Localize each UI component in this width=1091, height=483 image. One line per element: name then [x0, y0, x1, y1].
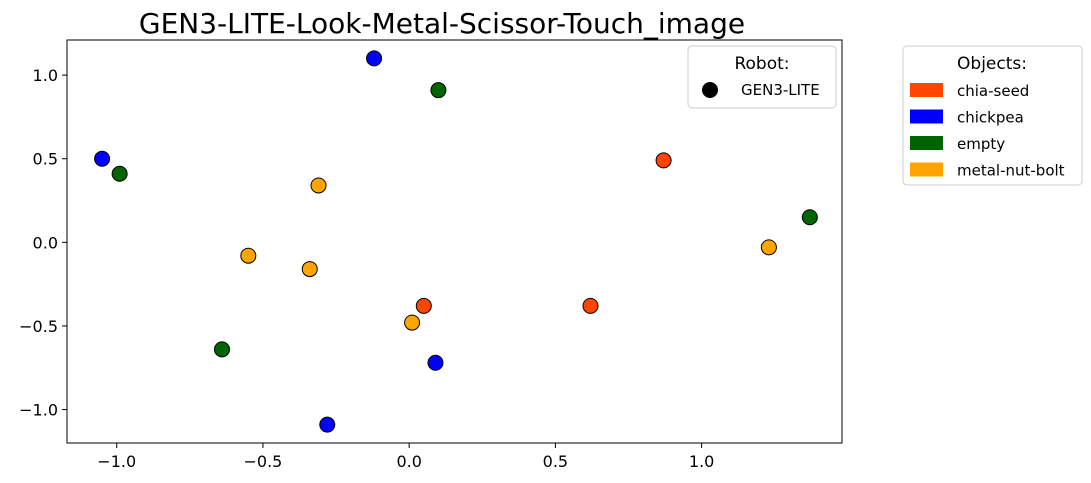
data-point-chickpea [366, 50, 383, 67]
x-tick-label: 1.0 [689, 452, 714, 471]
legend-label-chickpea: chickpea [957, 109, 1024, 127]
chart-title: GEN3-LITE-Look-Metal-Scissor-Touch_image [139, 7, 745, 40]
data-points [94, 50, 818, 433]
legend-objects: Objects: chia-seed chickpea empty metal-nut… [902, 45, 1083, 186]
legend-robot-title: Robot: [734, 54, 789, 74]
y-tick-label: 0.0 [33, 233, 58, 252]
x-tick-label: 0.5 [543, 452, 568, 471]
data-point-empty [801, 209, 818, 226]
legend-robot-marker [702, 82, 718, 98]
data-point-chickpea [427, 354, 444, 371]
data-point-empty [111, 165, 128, 182]
legend-label-chia-seed: chia-seed [957, 82, 1029, 100]
legend-objects-title: Objects: [957, 54, 1027, 74]
legend-label-empty: empty [957, 135, 1005, 153]
x-tick-label: 0.0 [396, 452, 421, 471]
legend-robot-frame [687, 45, 837, 109]
legend-swatch-chia-seed [910, 83, 943, 97]
legend-label-metal-nut-bolt: metal-nut-bolt [957, 162, 1065, 180]
data-point-chia-seed [415, 297, 432, 314]
data-point-chickpea [94, 150, 111, 167]
data-point-metal-nut-bolt [404, 314, 421, 331]
data-point-metal-nut-bolt [310, 177, 327, 194]
data-point-empty [430, 82, 447, 99]
y-tick-label: 0.5 [33, 150, 58, 169]
y-axis: −1.0 −0.5 0.0 0.5 1.0 [19, 66, 67, 420]
x-axis: −1.0 −0.5 0.0 0.5 1.0 [97, 443, 714, 471]
data-point-metal-nut-bolt [301, 261, 318, 278]
data-point-chickpea [319, 416, 336, 433]
data-point-empty [214, 341, 230, 358]
x-tick-label: −1.0 [97, 452, 136, 471]
y-tick-label: 1.0 [33, 66, 58, 85]
data-point-metal-nut-bolt [240, 247, 257, 264]
data-point-chia-seed [582, 297, 599, 314]
y-tick-label: −0.5 [19, 317, 58, 336]
legend-robot-label: GEN3-LITE [741, 81, 820, 99]
legend-objects-frame [902, 45, 1083, 186]
legend-swatch-chickpea [910, 109, 943, 124]
data-point-chia-seed [655, 152, 672, 169]
legend-swatch-empty [910, 136, 943, 150]
x-tick-label: −0.5 [244, 452, 283, 471]
y-tick-label: −1.0 [19, 401, 58, 420]
data-point-metal-nut-bolt [760, 239, 777, 256]
legend-robot: Robot: GEN3-LITE [687, 45, 837, 109]
legend-swatch-metal-nut-bolt [910, 162, 943, 177]
